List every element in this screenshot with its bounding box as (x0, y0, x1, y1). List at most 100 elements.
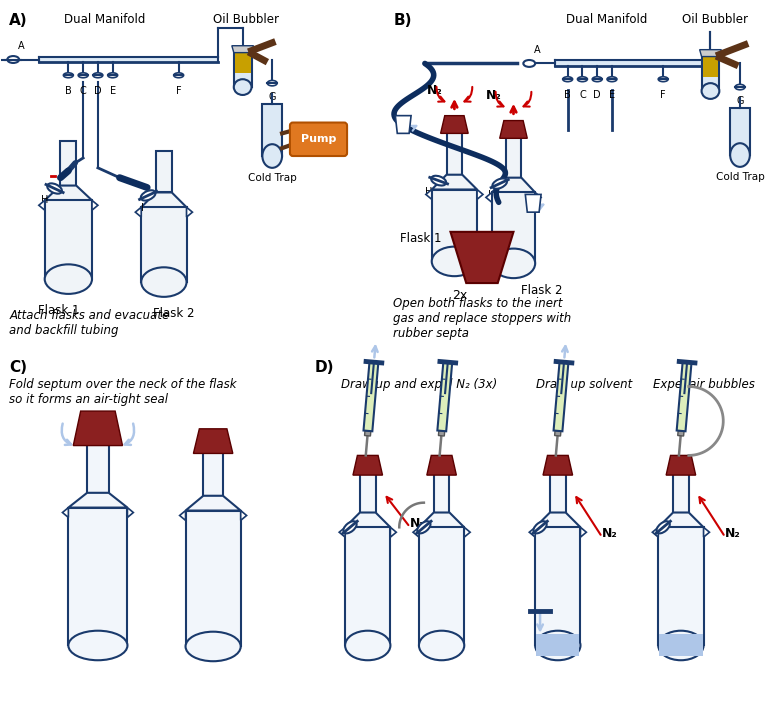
Text: Open both flasks to the inert
gas and replace stoppers with
rubber septa: Open both flasks to the inert gas and re… (393, 297, 572, 340)
Ellipse shape (343, 521, 356, 534)
Polygon shape (419, 527, 464, 646)
Text: Oil Bubbler: Oil Bubbler (213, 13, 278, 26)
Text: D): D) (314, 360, 334, 375)
Ellipse shape (417, 521, 431, 534)
Polygon shape (677, 362, 692, 432)
Text: B: B (564, 90, 571, 100)
Text: Oil Bubbler: Oil Bubbler (682, 13, 748, 26)
Polygon shape (413, 527, 419, 537)
Ellipse shape (523, 60, 535, 67)
Text: Cold Trap: Cold Trap (715, 172, 764, 182)
Polygon shape (432, 175, 477, 189)
Polygon shape (44, 201, 92, 279)
Ellipse shape (345, 631, 391, 660)
Text: Cold Trap: Cold Trap (248, 172, 296, 183)
Text: N₂: N₂ (410, 517, 426, 530)
Text: Flask 1: Flask 1 (37, 303, 80, 317)
Ellipse shape (262, 144, 282, 168)
Text: Dual Manifold: Dual Manifold (64, 13, 146, 26)
Polygon shape (658, 527, 704, 646)
Polygon shape (345, 527, 391, 646)
Text: Expel air bubbles: Expel air bubbles (654, 377, 755, 391)
Ellipse shape (431, 176, 446, 186)
Text: F: F (661, 90, 666, 100)
Ellipse shape (657, 521, 670, 534)
Polygon shape (451, 232, 513, 283)
Polygon shape (536, 634, 580, 656)
Text: Dual Manifold: Dual Manifold (566, 13, 647, 26)
Ellipse shape (48, 183, 62, 194)
Ellipse shape (658, 77, 668, 82)
Polygon shape (39, 201, 44, 210)
Polygon shape (477, 189, 483, 199)
Text: D: D (94, 86, 101, 96)
Ellipse shape (730, 143, 750, 167)
Text: N₂: N₂ (486, 89, 502, 102)
Ellipse shape (93, 73, 103, 77)
Ellipse shape (268, 80, 277, 86)
Polygon shape (704, 527, 710, 537)
Polygon shape (232, 46, 254, 53)
FancyBboxPatch shape (290, 122, 347, 156)
Text: N₂: N₂ (602, 527, 618, 540)
Polygon shape (339, 527, 345, 537)
Polygon shape (426, 189, 432, 199)
Polygon shape (492, 192, 535, 263)
Text: H: H (41, 195, 48, 206)
Ellipse shape (735, 84, 745, 90)
Text: Flask 2: Flask 2 (153, 307, 194, 320)
Polygon shape (701, 51, 719, 91)
Polygon shape (535, 527, 580, 646)
Text: Flask 1: Flask 1 (400, 232, 441, 245)
Text: B: B (65, 86, 72, 96)
Polygon shape (543, 455, 573, 475)
Polygon shape (87, 439, 108, 493)
Text: I: I (488, 190, 491, 201)
Polygon shape (39, 56, 218, 63)
Polygon shape (353, 455, 382, 475)
Polygon shape (666, 455, 696, 475)
Ellipse shape (562, 77, 573, 82)
Polygon shape (363, 362, 378, 432)
Polygon shape (525, 194, 541, 212)
Polygon shape (505, 138, 521, 177)
Polygon shape (186, 510, 241, 646)
Polygon shape (530, 527, 535, 537)
Ellipse shape (140, 190, 155, 201)
Polygon shape (141, 207, 186, 282)
Polygon shape (135, 207, 141, 217)
Polygon shape (395, 115, 411, 133)
Ellipse shape (535, 631, 580, 660)
Polygon shape (658, 513, 704, 527)
Polygon shape (141, 192, 186, 207)
Ellipse shape (607, 77, 617, 82)
Polygon shape (659, 634, 703, 656)
Text: I: I (140, 203, 144, 213)
Polygon shape (652, 527, 658, 537)
Polygon shape (464, 527, 470, 537)
Text: G: G (736, 96, 744, 106)
Text: Fold septum over the neck of the flask
so it forms an air-tight seal: Fold septum over the neck of the flask s… (9, 377, 237, 406)
Polygon shape (703, 56, 718, 77)
Polygon shape (345, 513, 391, 527)
Polygon shape (492, 177, 535, 192)
Ellipse shape (658, 631, 704, 660)
Polygon shape (554, 362, 569, 432)
Text: C): C) (9, 360, 27, 375)
Text: H: H (425, 187, 432, 197)
Polygon shape (262, 103, 282, 156)
Text: Flask 2: Flask 2 (521, 284, 563, 297)
Polygon shape (673, 473, 689, 513)
Polygon shape (186, 207, 193, 217)
Polygon shape (500, 120, 527, 138)
Text: D: D (594, 90, 601, 100)
Text: N₂: N₂ (725, 527, 741, 540)
Text: C: C (579, 90, 586, 100)
Ellipse shape (234, 80, 251, 95)
Polygon shape (438, 362, 452, 432)
Polygon shape (44, 186, 92, 201)
Polygon shape (432, 189, 477, 261)
Polygon shape (419, 513, 464, 527)
Ellipse shape (701, 83, 719, 99)
Text: 2x: 2x (452, 289, 468, 302)
